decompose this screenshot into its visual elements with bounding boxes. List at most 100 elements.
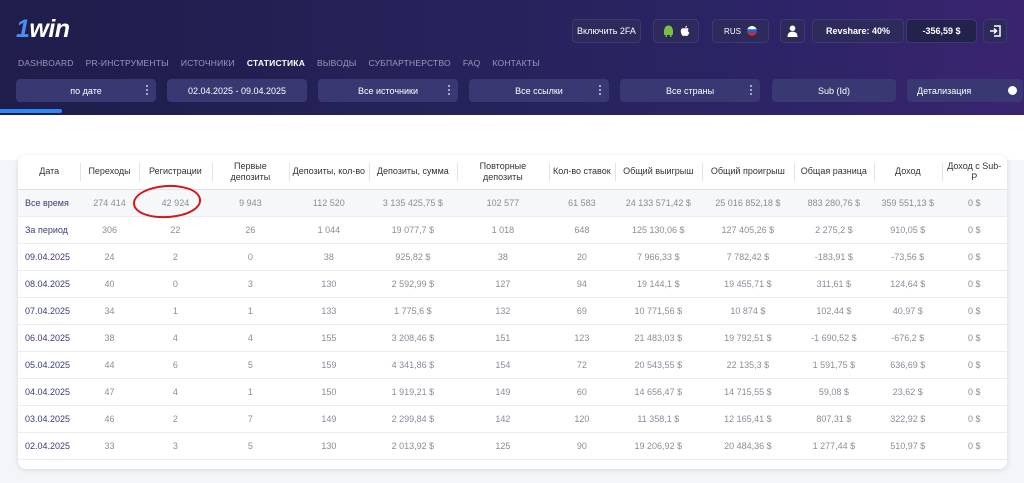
nav-sources[interactable]: ИСТОЧНИКИ xyxy=(180,58,235,68)
balance-badge: -356,59 $ xyxy=(906,19,977,43)
sub-id-select[interactable]: Sub (Id) xyxy=(772,79,896,102)
table-cell: 20 xyxy=(549,243,615,271)
balance-value: -356,59 $ xyxy=(922,26,961,36)
sources-select[interactable]: Все источники xyxy=(318,79,458,102)
table-cell: 19 077,7 $ xyxy=(369,216,457,244)
nav-dashboard[interactable]: DASHBOARD xyxy=(18,58,74,68)
table-cell: 4 341,86 $ xyxy=(369,351,457,379)
user-icon xyxy=(787,25,798,37)
table-cell: 150 xyxy=(288,378,370,406)
table-cell: 21 483,03 $ xyxy=(614,324,703,352)
row-date-cell[interactable]: 08.04.2025 xyxy=(18,270,81,298)
row-date-cell[interactable]: 02.04.2025 xyxy=(18,432,81,460)
app-download-button[interactable] xyxy=(653,19,699,43)
table-cell: 38 xyxy=(288,243,370,271)
table-cell: 1 591,75 $ xyxy=(793,351,875,379)
table-cell: 22 xyxy=(138,216,213,244)
statistics-table-card: Дата Переходы Регистрации Первые депозиты Де… xyxy=(18,155,1007,469)
table-cell: 22 135,3 $ xyxy=(702,351,794,379)
table-row: 02.04.2025 33 3 5 130 2 013,92 $125 90 19 206,9… xyxy=(18,432,1007,460)
table-cell: 4 xyxy=(138,324,213,352)
nav-pr-tools[interactable]: PR-ИНСТРУМЕНТЫ xyxy=(85,58,169,68)
table-cell: 11 358,1 $ xyxy=(614,405,703,433)
table-cell: 1 044 xyxy=(288,216,370,244)
nav-withdrawals[interactable]: ВЫВОДЫ xyxy=(317,58,357,68)
row-date-cell[interactable]: 06.04.2025 xyxy=(18,324,81,352)
table-cell: 124,64 $ xyxy=(874,270,942,298)
main-nav: DASHBOARD PR-ИНСТРУМЕНТЫ ИСТОЧНИКИ СТАТИ… xyxy=(18,58,540,68)
enable-2fa-button[interactable]: Включить 2FA xyxy=(572,19,641,43)
logout-button[interactable] xyxy=(983,19,1007,43)
table-cell: 40,97 $ xyxy=(874,297,942,325)
logo[interactable]: 1win xyxy=(16,15,70,43)
table-cell: 1 xyxy=(212,297,289,325)
table-cell: 47 xyxy=(80,378,139,406)
column-header: Общий выигрыш xyxy=(614,155,703,190)
profile-button[interactable] xyxy=(780,19,805,43)
sub-id-value: Sub (Id) xyxy=(817,85,850,96)
table-cell: 0 $ xyxy=(941,216,1007,244)
table-cell: 2 013,92 $ xyxy=(369,432,457,460)
apple-icon xyxy=(680,25,689,37)
countries-select[interactable]: Все страны xyxy=(620,79,760,102)
table-cell: 25 016 852,18 $ xyxy=(702,189,794,217)
table-cell: 123 xyxy=(549,324,615,352)
table-cell: 910,05 $ xyxy=(874,216,942,244)
column-header: Общий проигрыш xyxy=(702,155,794,190)
nav-contacts[interactable]: КОНТАКТЫ xyxy=(492,58,540,68)
detail-toggle[interactable]: Детализация xyxy=(907,79,1023,102)
table-row: 09.04.2025 24 2 0 38 925,82 $38 20 7 966,33 $7 … xyxy=(18,243,1007,271)
group-by-select[interactable]: по дате xyxy=(16,79,156,102)
table-cell: 34 xyxy=(80,297,139,325)
table-row: 07.04.2025 34 1 1 133 1 775,6 $132 69 10 771,56… xyxy=(18,297,1007,325)
table-cell: 3 xyxy=(212,270,289,298)
table-cell: 10 874 $ xyxy=(702,297,794,325)
nav-subpartnership[interactable]: СУБПАРТНЕРСТВО xyxy=(368,58,451,68)
date-range-picker[interactable]: 02.04.2025 - 09.04.2025 xyxy=(167,79,307,102)
table-cell: 322,92 $ xyxy=(874,405,942,433)
column-header: Доход с Sub-P xyxy=(941,155,1007,190)
table-cell: 274 414 xyxy=(80,189,139,217)
table-cell: 4 xyxy=(138,378,213,406)
total-row: Все время 274 414 42 924 9 943 112 520 3 135 … xyxy=(18,189,1007,217)
table-cell: 154 xyxy=(456,351,550,379)
table-cell: 19 144,1 $ xyxy=(614,270,703,298)
table-cell: 24 xyxy=(80,243,139,271)
nav-statistics[interactable]: СТАТИСТИКА xyxy=(246,58,306,68)
row-date-cell[interactable]: За период xyxy=(18,216,81,244)
table-cell: 1 xyxy=(138,297,213,325)
table-cell: 23,62 $ xyxy=(874,378,942,406)
period-row: За период 306 22 26 1 044 19 077,7 $1 018 648 1… xyxy=(18,216,1007,244)
table-cell: 12 165,41 $ xyxy=(702,405,794,433)
table-cell: 311,61 $ xyxy=(793,270,875,298)
row-date-cell[interactable]: 05.04.2025 xyxy=(18,351,81,379)
top-header: 1win Включить 2FA RUS Revshare: 40% -356… xyxy=(0,0,1024,115)
table-cell: 2 xyxy=(138,243,213,271)
table-cell: 1 018 xyxy=(456,216,550,244)
links-select[interactable]: Все ссылки xyxy=(469,79,609,102)
table-cell: 130 xyxy=(288,432,370,460)
row-date-cell[interactable]: 07.04.2025 xyxy=(18,297,81,325)
table-cell: 19 455,71 $ xyxy=(702,270,794,298)
row-date-cell[interactable]: 04.04.2025 xyxy=(18,378,81,406)
table-cell: 102 577 xyxy=(456,189,550,217)
row-date-cell[interactable]: Все время xyxy=(18,189,81,217)
table-cell: 3 208,46 $ xyxy=(369,324,457,352)
table-cell: 102,44 $ xyxy=(793,297,875,325)
table-cell: 142 xyxy=(456,405,550,433)
column-header: Повторные депозиты xyxy=(456,155,550,190)
row-date-cell[interactable]: 03.04.2025 xyxy=(18,405,81,433)
table-cell: 359 551,13 $ xyxy=(874,189,942,217)
table-cell: 72 xyxy=(549,351,615,379)
table-cell: 3 xyxy=(138,432,213,460)
table-cell: 925,82 $ xyxy=(369,243,457,271)
table-cell: 0 $ xyxy=(941,378,1007,406)
russia-flag-icon xyxy=(746,26,757,36)
nav-faq[interactable]: FAQ xyxy=(462,58,481,68)
table-cell: 46 xyxy=(80,405,139,433)
row-date-cell[interactable]: 09.04.2025 xyxy=(18,243,81,271)
table-cell: 133 xyxy=(288,297,370,325)
table-cell: 1 xyxy=(212,378,289,406)
table-row: 08.04.2025 40 0 3 130 2 592,99 $127 94 19 144,1… xyxy=(18,270,1007,298)
language-selector[interactable]: RUS xyxy=(712,19,769,43)
